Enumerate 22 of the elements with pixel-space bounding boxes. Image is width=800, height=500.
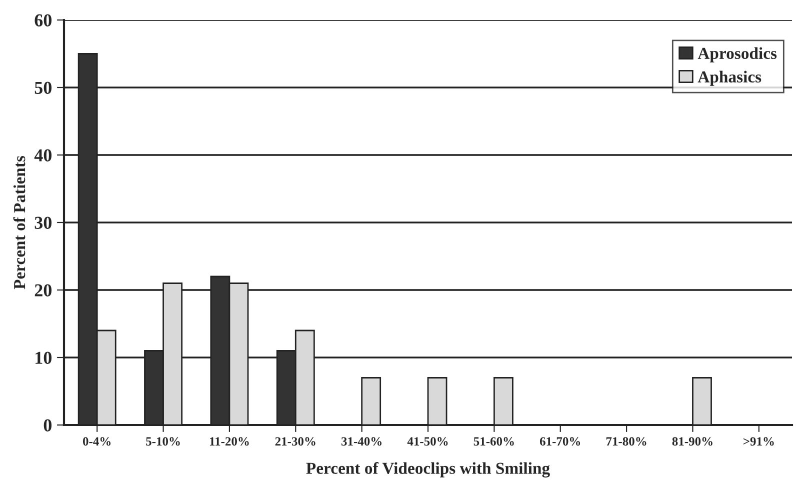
y-axis-title: Percent of Patients [13, 156, 26, 290]
y-tick-label: 10 [36, 352, 52, 364]
x-tick-label: >91% [743, 437, 774, 446]
y-tick-label: 60 [34, 14, 52, 26]
x-tick-label: 11-20% [210, 437, 249, 446]
x-tick-label: 0-4% [82, 437, 110, 446]
x-tick-label: 61-70% [540, 437, 580, 446]
x-tick-label: 71-80% [606, 437, 646, 446]
legend-label: Aprosodics [698, 47, 777, 62]
x-tick-label: 81-90% [672, 437, 712, 446]
x-tick-label: 41-50% [407, 437, 448, 446]
legend-label: Aphasics [698, 70, 762, 86]
y-tick-label: 30 [34, 216, 52, 229]
y-tick-label: 40 [34, 149, 52, 162]
x-tick-label: 21-30% [275, 437, 316, 446]
x-tick-label: 31-40% [341, 437, 382, 446]
y-tick-label: 0 [44, 419, 52, 432]
y-tick-label: 50 [34, 82, 52, 94]
x-axis-title: Percent of Videoclips with Smiling [306, 462, 550, 478]
x-tick-label: 5-10% [146, 437, 180, 446]
x-tick-label: 51-60% [474, 437, 514, 446]
y-tick-label: 20 [34, 284, 52, 296]
